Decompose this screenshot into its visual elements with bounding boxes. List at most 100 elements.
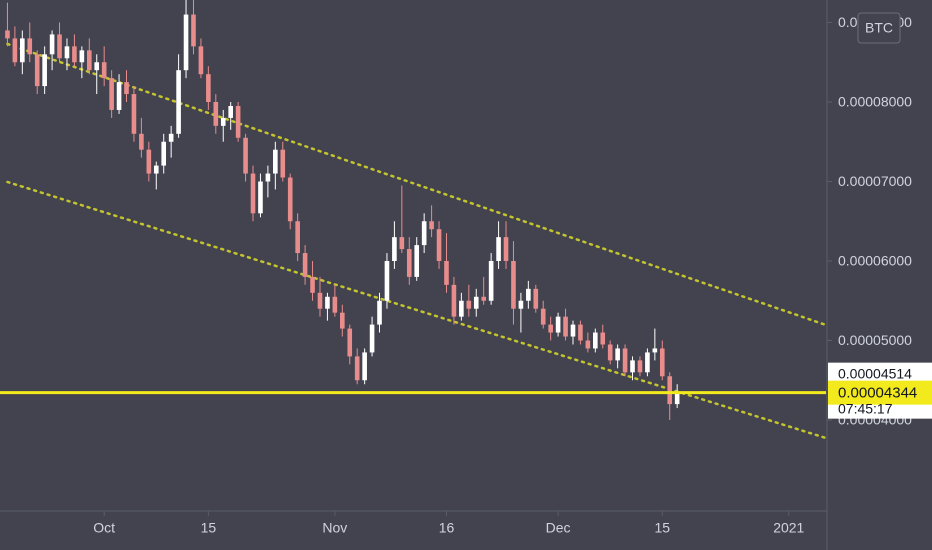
candle-body xyxy=(533,288,539,309)
candle-body xyxy=(600,332,606,345)
candle-body xyxy=(49,34,55,55)
x-tick-label: 2021 xyxy=(773,520,804,536)
candle-body xyxy=(250,173,256,214)
price-label-box xyxy=(828,380,932,405)
candle-body xyxy=(622,348,628,373)
candle-body xyxy=(414,245,420,277)
candle-body xyxy=(12,38,18,63)
candle-body xyxy=(615,348,620,361)
candle-body xyxy=(399,237,405,250)
currency-button[interactable] xyxy=(857,12,901,44)
plot-area xyxy=(0,0,826,440)
candle-body xyxy=(362,352,367,381)
candle-body xyxy=(518,300,524,309)
candle-body xyxy=(578,324,583,341)
candle-body xyxy=(347,328,353,357)
x-tick-label: 16 xyxy=(439,520,455,536)
price-label: 0.00004344 xyxy=(838,385,917,402)
y-tick-label: 0.00006000 xyxy=(838,253,912,269)
candle-body xyxy=(496,237,501,262)
candle-body xyxy=(369,324,375,353)
countdown: 07:45:17 xyxy=(838,400,893,416)
candle-body xyxy=(630,360,635,373)
candle-body xyxy=(481,296,487,301)
candle-body xyxy=(444,261,449,285)
candle-body xyxy=(645,352,650,373)
candle-body xyxy=(72,46,77,63)
candle-body xyxy=(265,173,271,182)
x-tick-label: 15 xyxy=(201,520,217,536)
candle-body xyxy=(228,105,233,118)
candle-body xyxy=(86,50,92,71)
candle-body xyxy=(436,229,442,262)
candle-body xyxy=(20,38,25,63)
candle-body xyxy=(27,38,33,55)
candle-body xyxy=(652,348,658,353)
x-tick-label: 15 xyxy=(654,520,670,536)
candle-body xyxy=(302,253,308,277)
x-tick-label: Nov xyxy=(322,520,347,536)
candle-body xyxy=(235,105,241,138)
candle-body xyxy=(101,62,107,79)
candle-body xyxy=(451,284,457,317)
candle-body xyxy=(607,344,613,361)
candle-body xyxy=(64,46,70,59)
y-tick-label: 0.00008000 xyxy=(838,94,912,110)
high-label: 0.00004514 xyxy=(838,365,912,381)
candle-body xyxy=(674,392,680,405)
candle-body xyxy=(339,312,345,329)
candle-body xyxy=(473,296,479,309)
candle-body xyxy=(585,340,591,349)
candle-body xyxy=(384,261,390,301)
axes: 0.000040000.000050000.000060000.00007000… xyxy=(93,14,912,536)
candle-body xyxy=(183,14,189,71)
candle-body xyxy=(354,356,360,381)
candle-body xyxy=(79,50,85,63)
x-tick-label: Dec xyxy=(546,520,571,536)
candle-body xyxy=(5,30,10,39)
x-tick-label: Oct xyxy=(93,520,115,536)
candle-body xyxy=(555,316,561,333)
candle-body xyxy=(526,288,531,301)
candle-body xyxy=(667,376,673,405)
candle-body xyxy=(637,360,643,373)
candle-body xyxy=(57,34,62,59)
candle-body xyxy=(191,14,196,47)
candle-body xyxy=(146,149,152,174)
candle-body xyxy=(325,296,330,309)
candle-body xyxy=(310,276,315,293)
candle-body xyxy=(421,221,427,246)
trendline xyxy=(6,42,826,327)
candle-body xyxy=(488,261,494,301)
candle-body xyxy=(42,54,47,87)
candle-body xyxy=(287,177,293,222)
candle-body xyxy=(563,316,568,337)
candle-body xyxy=(280,149,286,178)
y-tick-label: 0.00005000 xyxy=(838,332,912,348)
candle-body xyxy=(131,94,137,134)
candle-body xyxy=(459,300,464,317)
candle-body xyxy=(116,82,122,110)
candle-body xyxy=(429,221,434,230)
candle-body xyxy=(295,221,300,254)
candle-body xyxy=(317,292,323,309)
candle-body xyxy=(593,332,598,349)
candle-body xyxy=(540,308,546,325)
candle-body xyxy=(392,237,397,262)
candle-body xyxy=(206,74,211,102)
currency-button-label[interactable]: BTC xyxy=(865,20,893,36)
candle-body xyxy=(659,348,665,377)
candle-body xyxy=(213,102,219,126)
candle-body xyxy=(34,54,40,87)
candle-body xyxy=(258,181,263,214)
candle-body xyxy=(139,133,144,150)
candle-body xyxy=(466,300,472,309)
candle-body xyxy=(332,296,338,313)
candle-body xyxy=(176,70,181,134)
candle-body xyxy=(124,82,129,95)
candle-body xyxy=(570,324,576,337)
candle-body xyxy=(153,165,159,174)
